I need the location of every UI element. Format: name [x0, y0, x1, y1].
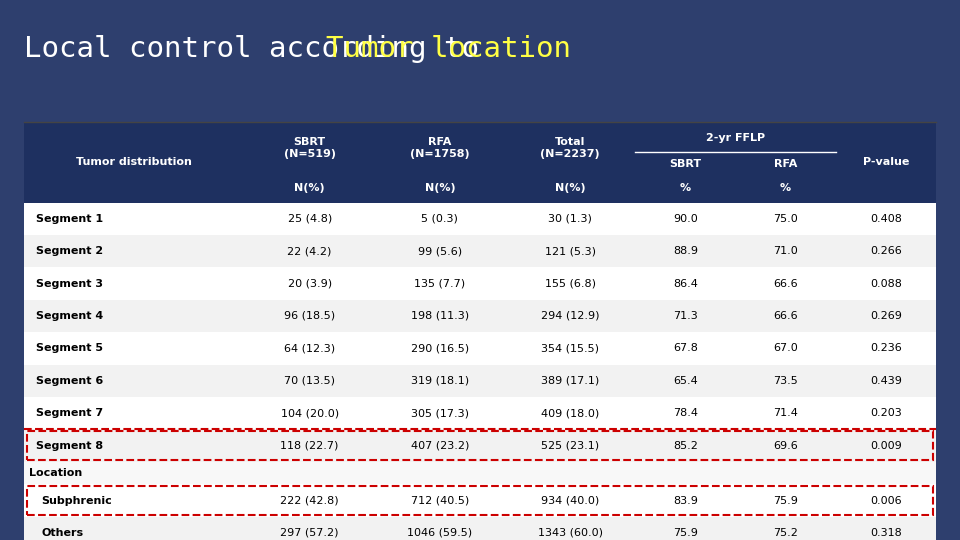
Text: Location: Location	[29, 468, 82, 478]
Text: %: %	[780, 184, 791, 193]
Text: N(%): N(%)	[555, 184, 586, 193]
Text: Segment 5: Segment 5	[36, 343, 103, 353]
Text: Segment 8: Segment 8	[36, 441, 103, 450]
Text: Tumor location: Tumor location	[326, 35, 571, 63]
Text: 66.6: 66.6	[774, 279, 798, 288]
Text: 0.006: 0.006	[870, 496, 901, 505]
Text: 2-yr FFLP: 2-yr FFLP	[706, 133, 765, 144]
Text: Segment 3: Segment 3	[36, 279, 103, 288]
Text: 67.0: 67.0	[774, 343, 798, 353]
Text: 222 (42.8): 222 (42.8)	[280, 496, 339, 505]
Text: 22 (4.2): 22 (4.2)	[287, 246, 332, 256]
Text: 0.269: 0.269	[870, 311, 901, 321]
Text: 65.4: 65.4	[673, 376, 698, 386]
Text: 305 (17.3): 305 (17.3)	[411, 408, 468, 418]
Text: Segment 1: Segment 1	[36, 214, 103, 224]
Text: 407 (23.2): 407 (23.2)	[411, 441, 469, 450]
Text: 0.266: 0.266	[870, 246, 901, 256]
Text: Subphrenic: Subphrenic	[41, 496, 112, 505]
Text: Segment 2: Segment 2	[36, 246, 103, 256]
Text: 198 (11.3): 198 (11.3)	[411, 311, 469, 321]
Text: 75.2: 75.2	[773, 528, 798, 538]
Text: 0.009: 0.009	[870, 441, 901, 450]
Text: 319 (18.1): 319 (18.1)	[411, 376, 469, 386]
Text: Segment 7: Segment 7	[36, 408, 103, 418]
Text: 121 (5.3): 121 (5.3)	[544, 246, 596, 256]
Text: 5 (0.3): 5 (0.3)	[421, 214, 458, 224]
Text: 67.8: 67.8	[673, 343, 698, 353]
Text: Local control according to: Local control according to	[24, 35, 496, 63]
Text: 1046 (59.5): 1046 (59.5)	[407, 528, 472, 538]
Text: Segment 4: Segment 4	[36, 311, 103, 321]
Text: 389 (17.1): 389 (17.1)	[541, 376, 599, 386]
Text: 88.9: 88.9	[673, 246, 698, 256]
Text: 525 (23.1): 525 (23.1)	[541, 441, 599, 450]
Text: 409 (18.0): 409 (18.0)	[541, 408, 599, 418]
Text: 297 (57.2): 297 (57.2)	[280, 528, 339, 538]
Text: P-value: P-value	[863, 157, 909, 167]
Text: 71.4: 71.4	[773, 408, 798, 418]
Text: 86.4: 86.4	[673, 279, 698, 288]
Text: 78.4: 78.4	[673, 408, 698, 418]
Text: 70 (13.5): 70 (13.5)	[284, 376, 335, 386]
Text: 712 (40.5): 712 (40.5)	[411, 496, 469, 505]
Text: 294 (12.9): 294 (12.9)	[540, 311, 599, 321]
Text: 155 (6.8): 155 (6.8)	[544, 279, 596, 288]
Text: 118 (22.7): 118 (22.7)	[280, 441, 339, 450]
Text: 75.0: 75.0	[774, 214, 798, 224]
Text: 69.6: 69.6	[774, 441, 798, 450]
Text: 135 (7.7): 135 (7.7)	[415, 279, 466, 288]
Text: 66.6: 66.6	[774, 311, 798, 321]
Text: Total
(N=2237): Total (N=2237)	[540, 137, 600, 159]
Text: 99 (5.6): 99 (5.6)	[418, 246, 462, 256]
Text: %: %	[680, 184, 691, 193]
Text: 0.236: 0.236	[870, 343, 901, 353]
Text: SBRT
(N=519): SBRT (N=519)	[283, 137, 336, 159]
Text: 0.318: 0.318	[870, 528, 901, 538]
Text: 0.203: 0.203	[870, 408, 901, 418]
Text: 1343 (60.0): 1343 (60.0)	[538, 528, 603, 538]
Text: 934 (40.0): 934 (40.0)	[541, 496, 599, 505]
Text: 290 (16.5): 290 (16.5)	[411, 343, 469, 353]
Text: 96 (18.5): 96 (18.5)	[284, 311, 335, 321]
Text: 71.3: 71.3	[673, 311, 698, 321]
Text: SBRT: SBRT	[669, 159, 702, 169]
Text: 64 (12.3): 64 (12.3)	[284, 343, 335, 353]
Text: 75.9: 75.9	[773, 496, 798, 505]
Text: 75.9: 75.9	[673, 528, 698, 538]
Text: 0.408: 0.408	[870, 214, 901, 224]
Text: Tumor distribution: Tumor distribution	[76, 157, 192, 167]
Text: 85.2: 85.2	[673, 441, 698, 450]
Text: 104 (20.0): 104 (20.0)	[280, 408, 339, 418]
Text: 30 (1.3): 30 (1.3)	[548, 214, 592, 224]
Text: N(%): N(%)	[424, 184, 455, 193]
Text: 90.0: 90.0	[673, 214, 698, 224]
Text: N(%): N(%)	[295, 184, 324, 193]
Text: 0.088: 0.088	[870, 279, 901, 288]
Text: 25 (4.8): 25 (4.8)	[287, 214, 332, 224]
Text: RFA
(N=1758): RFA (N=1758)	[410, 137, 469, 159]
Text: Others: Others	[41, 528, 84, 538]
Text: Segment 6: Segment 6	[36, 376, 103, 386]
Text: 0.439: 0.439	[870, 376, 901, 386]
Text: 73.5: 73.5	[774, 376, 798, 386]
Text: 71.0: 71.0	[774, 246, 798, 256]
Text: 20 (3.9): 20 (3.9)	[288, 279, 332, 288]
Text: 354 (15.5): 354 (15.5)	[541, 343, 599, 353]
Text: 83.9: 83.9	[673, 496, 698, 505]
Text: RFA: RFA	[774, 159, 798, 169]
